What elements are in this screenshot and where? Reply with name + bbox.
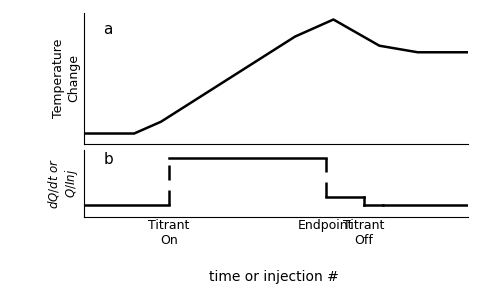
Y-axis label: Temperature
Change: Temperature Change	[52, 39, 80, 118]
Y-axis label: $dQ/dt$ or
$Q/Inj$: $dQ/dt$ or $Q/Inj$	[46, 158, 80, 209]
Text: Titrant
Off: Titrant Off	[343, 219, 385, 247]
Text: Titrant
On: Titrant On	[148, 219, 189, 247]
Text: Endpoint: Endpoint	[298, 219, 353, 232]
Text: a: a	[104, 22, 113, 37]
Text: time or injection #: time or injection #	[209, 270, 338, 284]
Text: b: b	[104, 152, 113, 167]
